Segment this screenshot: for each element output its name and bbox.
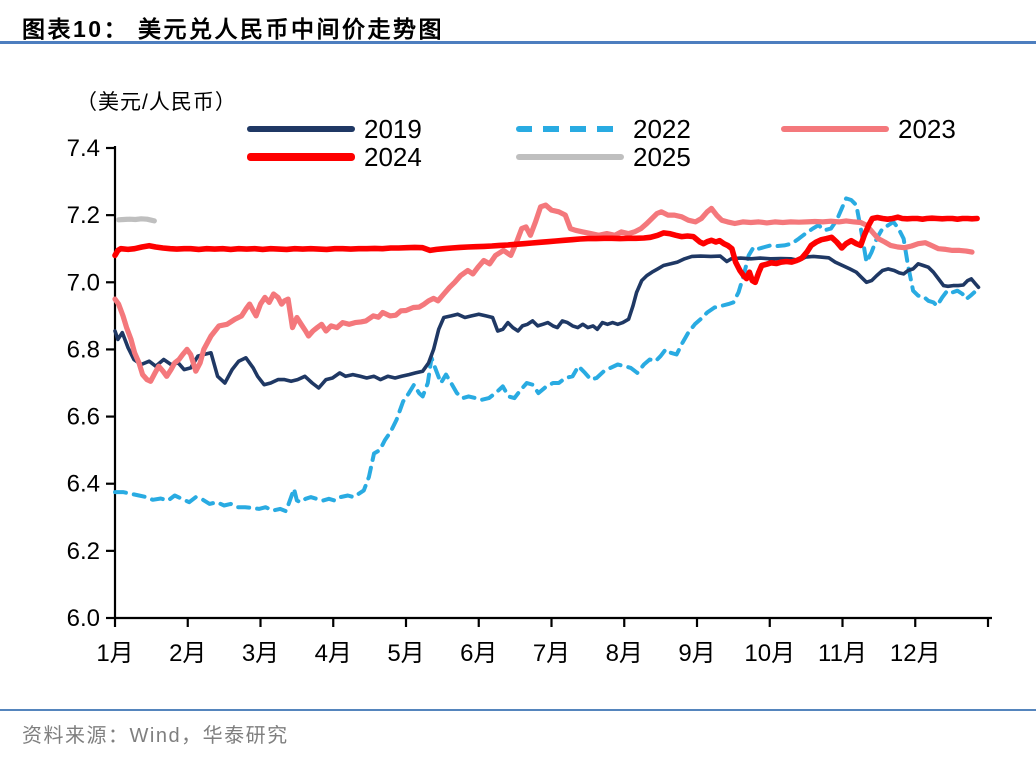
legend-swatch-2025: [516, 153, 624, 161]
y-tick-label: 6.2: [67, 538, 100, 565]
x-tick-label: 10月: [744, 640, 795, 667]
legend-item-2025: 2025: [516, 144, 691, 170]
legend-swatch-2019: [247, 126, 355, 132]
y-tick-label: 6.4: [67, 471, 100, 498]
legend-label-2024: 2024: [364, 142, 422, 172]
y-tick-label: 6.0: [67, 605, 100, 632]
y-tick-label: 7.2: [67, 202, 100, 229]
footer-divider: [0, 709, 1036, 711]
legend-label-2019: 2019: [364, 114, 422, 144]
x-tick-label: 2月: [169, 640, 206, 667]
x-tick-label: 3月: [242, 640, 279, 667]
y-tick-label: 7.4: [67, 135, 100, 162]
x-tick-label: 7月: [533, 640, 570, 667]
legend-item-2023: 2023: [781, 116, 956, 142]
legend-swatch-2022: [516, 126, 624, 132]
y-axis-unit-label: （美元/人民币）: [76, 91, 237, 114]
x-tick-label: 12月: [890, 640, 941, 667]
series-line-2024: [112, 214, 980, 286]
x-tick-label: 9月: [678, 640, 715, 667]
x-tick-label: 6月: [460, 640, 497, 667]
y-tick-label: 6.8: [67, 336, 100, 363]
series-line-2019: [113, 254, 981, 390]
legend-item-2022: 2022: [516, 116, 691, 142]
legend-label-2022: 2022: [633, 114, 691, 144]
series-line-2025: [115, 216, 157, 224]
legend-swatch-2023: [781, 125, 889, 133]
x-tick-label: 4月: [315, 640, 352, 667]
series-line-2023: [112, 202, 975, 384]
title-divider: [0, 41, 1036, 44]
x-tick-label: 1月: [96, 640, 133, 667]
x-tick-label: 5月: [387, 640, 424, 667]
x-tick-label: 8月: [606, 640, 643, 667]
figure-title: 图表10： 美元兑人民币中间价走势图: [22, 16, 444, 42]
legend-label-2023: 2023: [898, 114, 956, 144]
x-tick-label: 11月: [818, 640, 867, 667]
legend-label-2025: 2025: [633, 142, 691, 172]
y-tick-label: 7.0: [67, 269, 100, 296]
legend-item-2024: 2024: [247, 144, 422, 170]
legend-swatch-2024: [247, 153, 355, 161]
y-tick-label: 6.6: [67, 404, 100, 431]
source-note: 资料来源：Wind，华泰研究: [22, 725, 289, 747]
legend-item-2019: 2019: [247, 116, 422, 142]
series-line-2022: [113, 196, 977, 514]
